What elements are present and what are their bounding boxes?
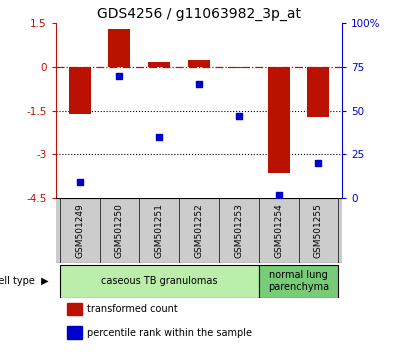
Point	[275, 192, 282, 198]
Text: GSM501253: GSM501253	[234, 204, 243, 258]
Text: cell type  ▶: cell type ▶	[0, 276, 49, 286]
FancyBboxPatch shape	[259, 265, 338, 298]
Text: GSM501251: GSM501251	[155, 204, 164, 258]
Bar	[67, 303, 82, 315]
Point	[315, 160, 322, 166]
Text: normal lung
parenchyma: normal lung parenchyma	[268, 270, 329, 292]
Bar	[148, 62, 170, 67]
Bar	[307, 67, 329, 117]
Bar	[228, 67, 250, 68]
Text: GSM501254: GSM501254	[274, 204, 283, 258]
Text: caseous TB granulomas: caseous TB granulomas	[101, 276, 217, 286]
Bar	[67, 326, 82, 339]
Title: GDS4256 / g11063982_3p_at: GDS4256 / g11063982_3p_at	[97, 7, 301, 21]
Text: GSM501252: GSM501252	[195, 204, 203, 258]
Bar	[188, 61, 210, 67]
Bar	[267, 67, 289, 173]
FancyBboxPatch shape	[60, 265, 259, 298]
Point	[116, 73, 123, 78]
Point	[76, 179, 83, 185]
Point	[156, 134, 162, 140]
Point	[236, 113, 242, 119]
Text: GSM501250: GSM501250	[115, 204, 124, 258]
Text: GSM501255: GSM501255	[314, 204, 323, 258]
Text: GSM501249: GSM501249	[75, 204, 84, 258]
Text: transformed count: transformed count	[87, 304, 178, 314]
Point	[196, 81, 202, 87]
Bar	[108, 29, 130, 67]
Text: percentile rank within the sample: percentile rank within the sample	[87, 327, 252, 338]
Bar	[69, 67, 91, 114]
